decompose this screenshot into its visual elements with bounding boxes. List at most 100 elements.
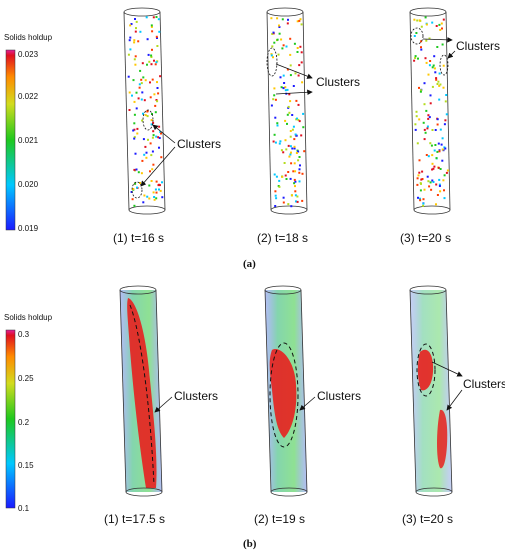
particle bbox=[142, 138, 145, 141]
colorbar-a: Solids holdup 0.023 0.022 0.021 0.020 0.… bbox=[4, 33, 53, 233]
particle bbox=[425, 61, 428, 64]
particle bbox=[297, 103, 300, 106]
particle bbox=[296, 117, 298, 120]
particle bbox=[289, 64, 292, 67]
particle bbox=[286, 68, 289, 71]
cylinder-caption: (1) t=16 s bbox=[113, 231, 164, 245]
colorbar-b-tick: 0.25 bbox=[18, 374, 34, 383]
particle bbox=[443, 189, 445, 192]
particle bbox=[150, 54, 153, 57]
particle bbox=[133, 137, 136, 140]
particle bbox=[292, 170, 295, 173]
particle bbox=[298, 168, 301, 171]
particle bbox=[428, 116, 431, 119]
particle bbox=[431, 154, 434, 157]
particle bbox=[156, 37, 158, 39]
particle bbox=[150, 154, 153, 157]
particle bbox=[423, 103, 426, 106]
particle bbox=[153, 59, 155, 62]
particle bbox=[287, 144, 290, 147]
particle bbox=[146, 38, 149, 41]
cylinder-caption: (3) t=20 s bbox=[400, 231, 451, 245]
particle bbox=[275, 175, 278, 178]
particle bbox=[143, 153, 146, 156]
particle bbox=[132, 129, 135, 132]
particle bbox=[413, 35, 416, 37]
particle bbox=[282, 196, 285, 199]
particle bbox=[282, 44, 285, 47]
colorbar-a-tick: 0.021 bbox=[18, 136, 39, 145]
particle bbox=[159, 131, 162, 133]
particle bbox=[288, 111, 291, 114]
particle bbox=[429, 142, 432, 145]
particle bbox=[434, 71, 437, 74]
particle bbox=[131, 198, 134, 201]
particle bbox=[421, 178, 424, 180]
particle bbox=[274, 141, 277, 144]
particle bbox=[289, 130, 292, 132]
particle bbox=[278, 24, 280, 27]
particle bbox=[142, 201, 145, 204]
particle bbox=[285, 148, 288, 151]
particle bbox=[154, 111, 157, 114]
particle bbox=[287, 105, 290, 108]
particle bbox=[437, 80, 440, 83]
annotation-arrow bbox=[154, 396, 173, 413]
particle bbox=[299, 45, 302, 48]
particle bbox=[154, 104, 157, 107]
particle bbox=[286, 88, 289, 91]
particle bbox=[440, 143, 443, 146]
particle bbox=[271, 32, 274, 35]
annotation-arrow bbox=[299, 396, 316, 411]
particle bbox=[293, 138, 296, 141]
particle bbox=[429, 94, 432, 97]
particle bbox=[155, 16, 158, 18]
particle bbox=[129, 24, 132, 27]
particle bbox=[303, 150, 306, 153]
cylinder-b3: Clusters (3) t=20 s bbox=[402, 285, 505, 526]
particle bbox=[439, 128, 442, 131]
colorbar-b-tick: 0.2 bbox=[18, 418, 30, 427]
particle bbox=[282, 201, 285, 204]
particle bbox=[155, 61, 158, 64]
particle bbox=[300, 61, 303, 64]
cluster-outline bbox=[439, 54, 449, 76]
particle bbox=[134, 30, 137, 33]
particle bbox=[423, 82, 426, 85]
particle bbox=[438, 178, 441, 181]
particle bbox=[152, 163, 155, 166]
particle bbox=[158, 188, 160, 191]
particle bbox=[441, 148, 444, 151]
particle-scatter-a1 bbox=[127, 16, 164, 207]
particle bbox=[442, 86, 445, 89]
particle bbox=[428, 185, 431, 188]
annotation-label: Clusters bbox=[174, 389, 218, 403]
particle bbox=[295, 152, 298, 154]
particle bbox=[291, 147, 294, 150]
annotation-label: Clusters bbox=[316, 75, 360, 89]
particle bbox=[429, 102, 432, 105]
particle bbox=[153, 196, 156, 198]
particle bbox=[279, 76, 282, 79]
particle bbox=[149, 170, 151, 173]
particle bbox=[294, 194, 297, 197]
particle bbox=[297, 118, 300, 121]
particle bbox=[270, 53, 273, 56]
particle bbox=[420, 89, 423, 92]
particle bbox=[145, 151, 148, 154]
particle bbox=[292, 125, 295, 128]
particle bbox=[140, 78, 143, 81]
annotation-label: Clusters bbox=[456, 39, 500, 53]
particle bbox=[132, 79, 135, 82]
particle bbox=[433, 165, 436, 168]
particle bbox=[155, 99, 158, 101]
particle bbox=[289, 74, 292, 77]
particle bbox=[442, 64, 445, 67]
colorbar-a-title: Solids holdup bbox=[4, 33, 53, 42]
cylinder-a3: Clusters (3) t=20 s bbox=[400, 7, 500, 245]
particle bbox=[128, 109, 131, 111]
particle bbox=[287, 203, 290, 206]
panel-b: Solids holdup 0.3 0.25 0.2 0.15 0.1 Clus… bbox=[4, 285, 505, 550]
particle bbox=[286, 22, 289, 25]
particle bbox=[152, 121, 155, 124]
